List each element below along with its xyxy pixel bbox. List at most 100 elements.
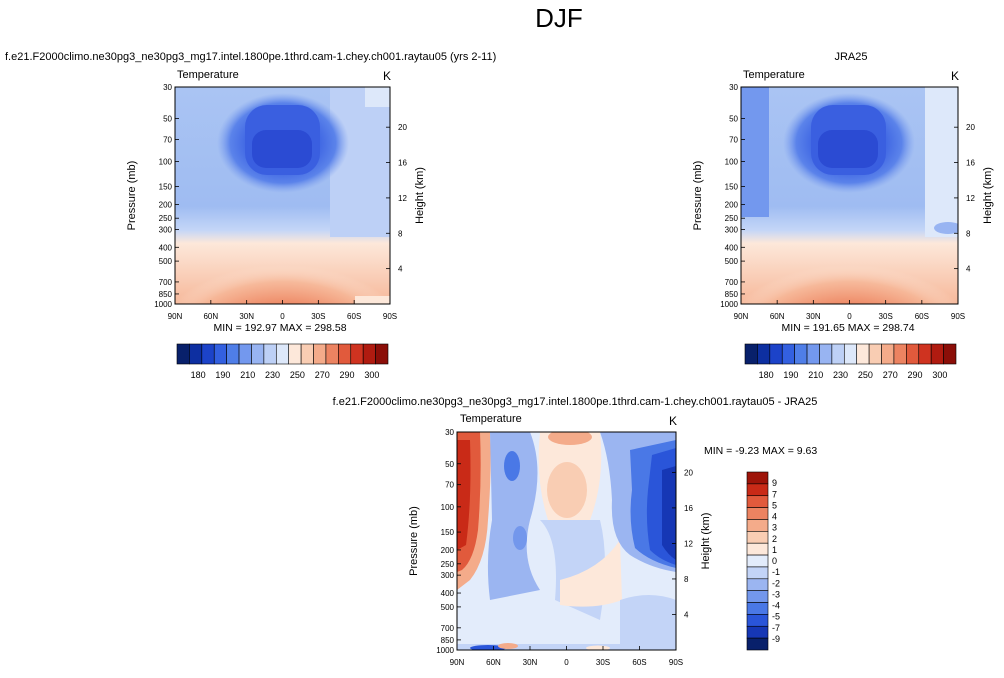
panel-diff-y2label: Height (km)	[700, 513, 712, 570]
colorbar-model-swatch	[226, 343, 240, 365]
panel-diff-stats: MIN = -9.23 MAX = 9.63	[704, 445, 817, 457]
colorbar-model-swatch	[325, 343, 339, 365]
panel-obs-xtick-label: 30N	[806, 312, 821, 321]
colorbar-diff-label: -7	[772, 623, 780, 633]
panel-model-y2tick-label: 20	[398, 123, 407, 132]
colorbar-obs-swatch	[906, 343, 920, 365]
panel-diff: f.e21.F2000climo.ne30pg3_ne30pg3_mg17.in…	[333, 396, 818, 667]
panel-obs-title: JRA25	[834, 51, 867, 63]
panel-diff-y2tick-label: 16	[684, 504, 693, 513]
panel-diff-xtick-label: 30N	[523, 658, 538, 667]
colorbar-model-label: 300	[364, 370, 379, 380]
colorbar-model-swatch	[176, 343, 190, 365]
panel-obs-ytick-label: 1000	[720, 300, 738, 309]
panel-model-xtick-label: 30N	[239, 312, 254, 321]
colorbar-diff-swatch	[746, 495, 769, 508]
colorbar-diff-label: -4	[772, 601, 780, 611]
colorbar-diff-swatch	[746, 637, 769, 651]
colorbar-model-swatch	[288, 343, 302, 365]
panel-obs-colorbar: 180 190 210 230 250 270 290 300	[744, 343, 957, 380]
colorbar-model-swatch	[313, 343, 327, 365]
panel-model-ytick-label: 1000	[154, 300, 172, 309]
panel-model-xtick-label: 60N	[203, 312, 218, 321]
panel-obs-ytick-label: 850	[725, 290, 739, 299]
colorbar-model-label: 250	[290, 370, 305, 380]
panel-model-xtick-label: 90S	[383, 312, 397, 321]
panel-model-field-label: Temperature	[177, 69, 239, 81]
panel-obs: JRA25 Temperature K 30507010015020025030…	[692, 51, 994, 380]
panel-obs-y2label: Height (km)	[982, 167, 994, 224]
panel-diff-unit-label: K	[669, 414, 677, 428]
colorbar-obs-swatch	[930, 343, 944, 365]
panel-diff-xtick-label: 60S	[632, 658, 646, 667]
panel-diff-ytick-label: 500	[441, 603, 455, 612]
panel-model-ytick-label: 30	[163, 83, 172, 92]
colorbar-obs-label: 190	[783, 370, 798, 380]
colorbar-model-swatch	[201, 343, 215, 365]
colorbar-diff-label: 4	[772, 512, 777, 522]
panel-model-y2tick-label: 16	[398, 159, 407, 168]
colorbar-model-label: 180	[191, 370, 206, 380]
colorbar-diff-label: -5	[772, 612, 780, 622]
panel-diff-ytick-label: 300	[441, 571, 455, 580]
colorbar-obs-swatch	[781, 343, 795, 365]
panel-diff-xtick-label: 0	[564, 658, 569, 667]
panel-obs-ytick-label: 250	[725, 214, 739, 223]
panel-obs-y2tick-label: 16	[966, 159, 975, 168]
colorbar-model-swatch	[350, 343, 364, 365]
panel-model-ylabel: Pressure (mb)	[126, 161, 138, 231]
panel-model-contour-field	[175, 87, 390, 304]
panel-model-ytick-label: 250	[159, 214, 173, 223]
panel-diff-ytick-label: 70	[445, 481, 454, 490]
panel-diff-ytick-label: 250	[441, 560, 455, 569]
colorbar-diff-label: -3	[772, 589, 780, 599]
panel-diff-xtick-label: 30S	[596, 658, 610, 667]
colorbar-model-swatch	[213, 343, 227, 365]
panel-model-xtick-label: 30S	[311, 312, 325, 321]
panel-diff-ytick-label: 150	[441, 528, 455, 537]
panel-model-xtick-label: 60S	[347, 312, 361, 321]
panel-diff-y2tick-label: 12	[684, 539, 693, 548]
panel-model-xtick-label: 0	[280, 312, 285, 321]
colorbar-diff-label: 3	[772, 523, 777, 533]
panel-obs-y2tick-label: 20	[966, 123, 975, 132]
panel-model-ytick-label: 300	[159, 225, 173, 234]
panel-model-title: f.e21.F2000climo.ne30pg3_ne30pg3_mg17.in…	[5, 51, 496, 63]
colorbar-obs-swatch	[856, 343, 870, 365]
colorbar-obs-swatch	[806, 343, 820, 365]
colorbar-diff-label: -1	[772, 567, 780, 577]
colorbar-model-swatch	[238, 343, 252, 365]
panel-model-ytick-label: 100	[159, 158, 173, 167]
panel-model-xtick-label: 90N	[168, 312, 183, 321]
colorbar-model-swatch	[362, 343, 376, 365]
panel-diff-axes: 305070100150200250300400500700850100090N…	[408, 428, 712, 667]
colorbar-obs-swatch	[794, 343, 808, 365]
colorbar-model-swatch	[375, 343, 389, 365]
panel-obs-ytick-label: 300	[725, 225, 739, 234]
panel-diff-xtick-label: 60N	[486, 658, 501, 667]
panel-diff-contour-field	[457, 432, 676, 650]
colorbar-obs-label: 230	[833, 370, 848, 380]
colorbar-obs-label: 270	[883, 370, 898, 380]
panel-diff-ylabel: Pressure (mb)	[408, 506, 420, 576]
colorbar-diff-swatch	[746, 566, 769, 580]
panel-obs-ytick-label: 30	[729, 83, 738, 92]
colorbar-diff-swatch	[746, 471, 769, 485]
colorbar-obs-swatch	[744, 343, 758, 365]
colorbar-model-swatch	[251, 343, 265, 365]
panel-obs-ytick-label: 500	[725, 257, 739, 266]
panel-diff-y2tick-label: 8	[684, 575, 689, 584]
panel-obs-xtick-label: 60S	[915, 312, 929, 321]
colorbar-diff-label: -2	[772, 578, 780, 588]
panel-obs-stats: MIN = 191.65 MAX = 298.74	[781, 322, 914, 334]
panel-obs-ytick-label: 700	[725, 278, 739, 287]
colorbar-obs-swatch	[769, 343, 783, 365]
colorbar-obs-label: 290	[908, 370, 923, 380]
panel-model-ytick-label: 850	[159, 290, 173, 299]
panel-obs-y2tick-label: 12	[966, 194, 975, 203]
colorbar-obs-swatch	[757, 343, 771, 365]
colorbar-obs-swatch	[881, 343, 895, 365]
colorbar-model-label: 230	[265, 370, 280, 380]
panel-model-ytick-label: 50	[163, 115, 172, 124]
